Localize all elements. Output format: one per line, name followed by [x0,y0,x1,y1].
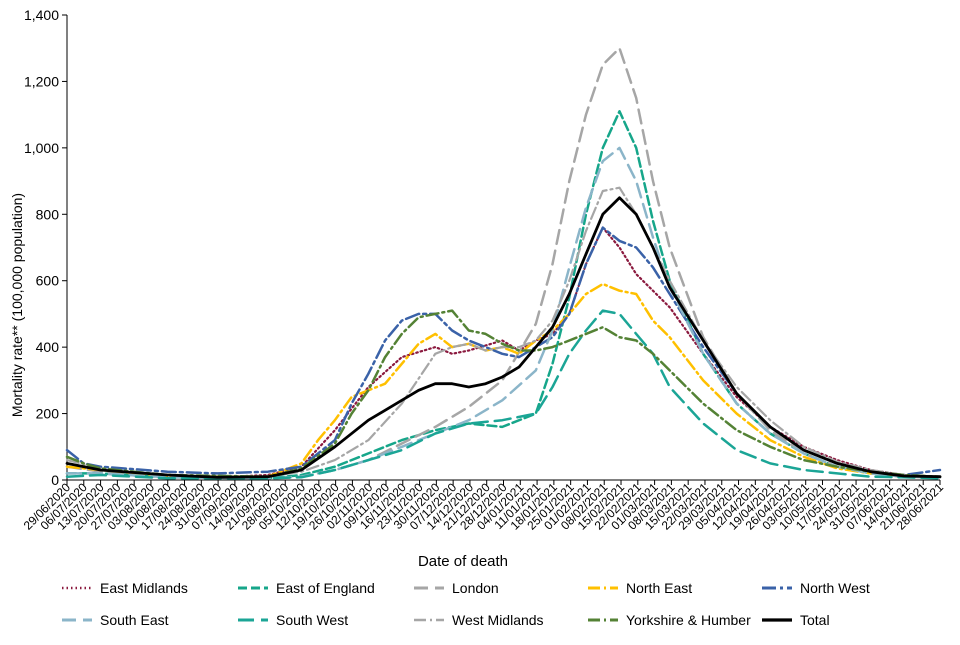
series-line-south-east [65,146,942,480]
x-axis-label: Date of death [418,553,508,570]
y-tick-label: 0 [51,472,59,488]
legend-label-london: London [452,580,499,596]
legend-label-east-midlands: East Midlands [100,580,188,596]
y-tick-label: 200 [36,406,60,422]
y-tick-label: 1,400 [24,7,59,23]
y-tick-label: 800 [36,206,60,222]
y-tick-label: 1,200 [24,73,59,89]
series-line-london [65,46,942,480]
legend-label-south-west: South West [276,612,348,628]
series-line-north-west [65,226,942,477]
series-line-west-midlands [65,186,942,478]
series-lines [65,46,942,480]
axes: 02004006008001,0001,2001,40029/06/202006… [21,7,947,533]
y-tick-label: 1,000 [24,140,59,156]
series-line-yorkshire-humber [65,309,942,478]
series-line-total [65,196,942,479]
legend-label-yorkshire-humber: Yorkshire & Humber [626,612,751,628]
legend: East Midlands East of England London North … [62,580,870,628]
series-line-south-west [65,309,942,480]
y-axis-label: Mortality rate** (100,000 population) [9,193,25,417]
series-line-east-midlands [65,226,942,479]
series-line-north-east [65,282,942,478]
y-tick-label: 400 [36,339,60,355]
legend-label-total: Total [800,612,830,628]
y-tick-label: 600 [36,273,60,289]
legend-label-north-west: North West [800,580,870,596]
legend-label-east-of-england: East of England [276,580,375,596]
legend-label-north-east: North East [626,580,692,596]
series-line-east-of-england [65,110,942,480]
legend-label-west-midlands: West Midlands [452,612,544,628]
legend-label-south-east: South East [100,612,169,628]
